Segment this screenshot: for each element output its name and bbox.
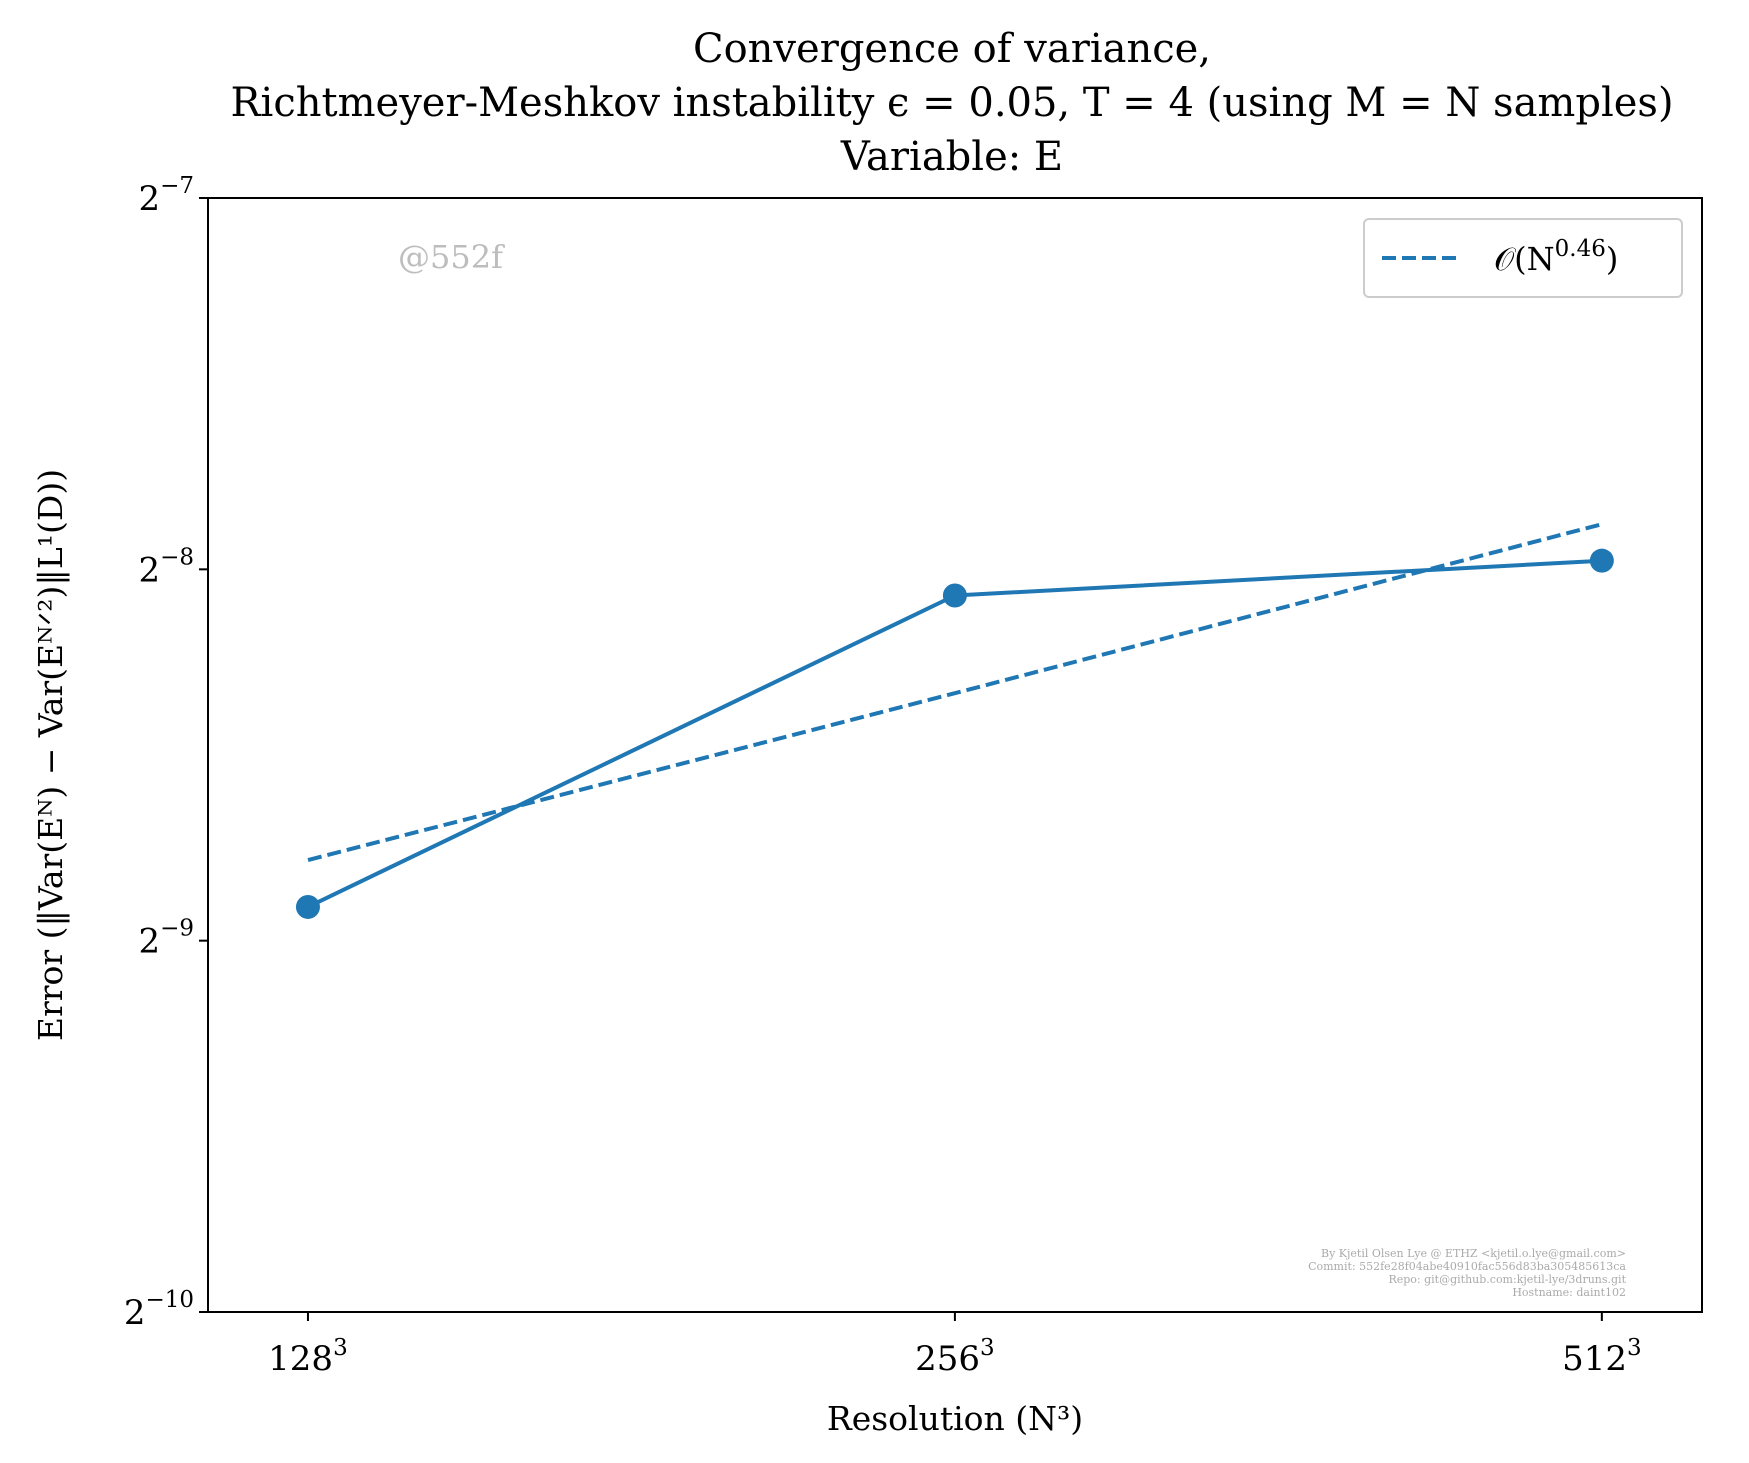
legend-box: [1363, 218, 1683, 298]
y-tick-label-2: 2−8: [138, 544, 194, 590]
chart-title: Convergence of variance, Richtmeyer-Mesh…: [230, 26, 1673, 180]
x-tick-exp-1: 3: [980, 1335, 995, 1361]
x-tick-label-0: 1283: [268, 1335, 348, 1379]
x-tick-exp-0: 3: [333, 1335, 348, 1361]
series-0-point-0: [295, 894, 320, 919]
x-tick-label-2: 5123: [1562, 1335, 1642, 1379]
y-tick-base-2: 2: [138, 550, 160, 590]
title-line-1: Convergence of variance,: [693, 26, 1211, 72]
legend-label-close: ): [1606, 240, 1618, 278]
legend-label-exp: 0.46: [1555, 236, 1606, 262]
x-tick-base-0: 128: [268, 1339, 333, 1379]
y-tick-base-1: 2: [138, 922, 160, 962]
legend: 𝒪(N0.46): [1363, 218, 1683, 298]
x-tick-label-1: 2563: [915, 1335, 995, 1379]
y-axis-ticks: 2−102−92−82−7: [124, 173, 208, 1333]
credits-block: By Kjetil Olsen Lye @ ETHZ <kjetil.o.lye…: [1308, 1247, 1626, 1299]
x-axis-ticks: 1283 2563 5123: [268, 1312, 1642, 1379]
title-line-3: Variable: E: [840, 134, 1063, 180]
y-tick-exp-1: −9: [160, 916, 194, 942]
x-axis-label: Resolution (N³): [827, 1399, 1083, 1438]
credits-line-4: Hostname: daint102: [1512, 1286, 1626, 1299]
y-tick-exp-3: −7: [160, 173, 194, 199]
plot-area: [207, 197, 1703, 1313]
y-tick-base-3: 2: [138, 179, 160, 219]
watermark-text: @552f: [398, 238, 505, 276]
series-line-1: [307, 522, 1603, 863]
y-tick-exp-2: −8: [160, 544, 194, 570]
legend-entry-label: 𝒪(N0.46): [1494, 236, 1618, 278]
y-tick-label-0: 2−10: [124, 1287, 194, 1333]
x-tick-exp-2: 3: [1627, 1335, 1642, 1361]
series-0-point-1: [942, 583, 967, 608]
title-line-2: Richtmeyer-Meshkov instability ϵ = 0.05,…: [230, 80, 1673, 126]
series-layer: [295, 522, 1614, 919]
credits-line-3: Repo: git@github.com:kjetil-lye/3druns.g…: [1388, 1273, 1626, 1286]
y-tick-label-1: 2−9: [138, 916, 194, 962]
series-0-point-2: [1589, 548, 1614, 573]
y-axis-label: Error (‖Var(Eᴺ) − Var(Eᴺᐟ²)‖L¹(D)): [31, 469, 70, 1041]
y-tick-exp-0: −10: [145, 1287, 194, 1313]
x-tick-base-1: 256: [915, 1339, 980, 1379]
y-tick-label-3: 2−7: [138, 173, 194, 219]
y-tick-base-0: 2: [124, 1293, 146, 1333]
credits-line-1: By Kjetil Olsen Lye @ ETHZ <kjetil.o.lye…: [1321, 1247, 1626, 1260]
x-tick-base-2: 512: [1562, 1339, 1627, 1379]
credits-line-2: Commit: 552fe28f04abe40910fac556d83ba305…: [1308, 1260, 1626, 1273]
legend-label-main: 𝒪(N: [1494, 240, 1555, 278]
